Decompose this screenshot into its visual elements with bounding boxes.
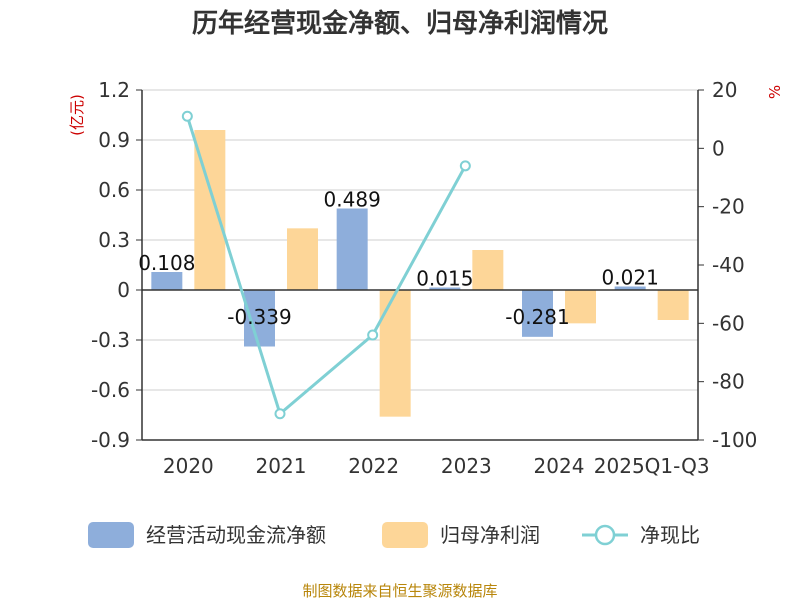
cash-flow-data-label: 0.021: [602, 266, 659, 290]
ratio-series-line: [185, 115, 467, 417]
x-tick-label: 2025Q1-Q3: [594, 454, 710, 478]
data-labels: 0.108 -0.339 0.489 0.015 -0.281 0.021: [138, 188, 659, 330]
right-tick-label: 20: [712, 78, 737, 102]
legend-swatch-marker: [594, 524, 616, 546]
right-tick-label: -80: [712, 370, 745, 394]
chart-title: 历年经营现金净额、归母净利润情况: [192, 8, 608, 39]
x-tick-label: 2021: [256, 454, 307, 478]
legend-swatch: [88, 522, 134, 548]
left-tick-label: 0.3: [98, 228, 130, 252]
ratio-point: [459, 160, 471, 172]
ratio-point: [274, 408, 286, 420]
legend-label: 经营活动现金流净额: [146, 523, 326, 547]
left-tick-label: -0.6: [91, 378, 130, 402]
left-tick-label: 0: [117, 278, 130, 302]
ratio-point: [367, 329, 379, 341]
right-tick-label: -100: [712, 428, 757, 452]
cash-flow-bar: [151, 272, 183, 290]
left-axis-unit: (亿元): [68, 94, 86, 136]
net-profit-bar: [379, 290, 411, 417]
legend-label: 归母净利润: [440, 523, 540, 547]
legend: 经营活动现金流净额 归母净利润 净现比: [88, 522, 700, 548]
right-tick-label: 0: [712, 136, 725, 160]
x-tick-label: 2022: [348, 454, 399, 478]
left-tick-label: 1.2: [98, 78, 130, 102]
net-profit-bar: [565, 290, 596, 324]
ratio-point: [181, 110, 193, 122]
cash-flow-bar: [614, 286, 646, 290]
left-tick-label: -0.9: [91, 428, 130, 452]
cash-flow-data-label: 0.489: [324, 188, 381, 212]
right-tick-label: -60: [712, 311, 745, 335]
x-tick-label: 2023: [441, 454, 492, 478]
left-tick-label: -0.3: [91, 328, 130, 352]
net-profit-bar: [472, 250, 504, 290]
net-profit-bar: [657, 290, 689, 320]
legend-label: 净现比: [640, 523, 700, 547]
cash-flow-data-label: -0.339: [227, 305, 291, 329]
right-axis-unit: %: [766, 85, 784, 99]
x-tick-label: 2020: [163, 454, 214, 478]
axes: 1.2 0.9 0.6 0.3 0 -0.3 -0.6 -0.9 20 0 -20 -40 -60 -80…: [68, 78, 784, 478]
bars: [151, 130, 689, 417]
cash-flow-data-label: 0.108: [138, 251, 195, 275]
cash-flow-bar: [429, 287, 461, 290]
right-tick-label: -20: [712, 195, 745, 219]
cash-flow-bar: [522, 290, 553, 337]
right-tick-label: -40: [712, 253, 745, 277]
cash-flow-bar: [336, 208, 368, 290]
ratio-line: [181, 110, 471, 420]
left-tick-label: 0.6: [98, 178, 130, 202]
cash-flow-data-label: 0.015: [416, 267, 473, 291]
cash-flow-data-label: -0.281: [505, 305, 569, 329]
legend-swatch: [382, 522, 428, 548]
x-tick-label: 2024: [534, 454, 585, 478]
left-tick-label: 0.9: [98, 128, 130, 152]
source-note: 制图数据来自恒生聚源数据库: [302, 582, 497, 600]
net-profit-bar: [287, 228, 318, 290]
